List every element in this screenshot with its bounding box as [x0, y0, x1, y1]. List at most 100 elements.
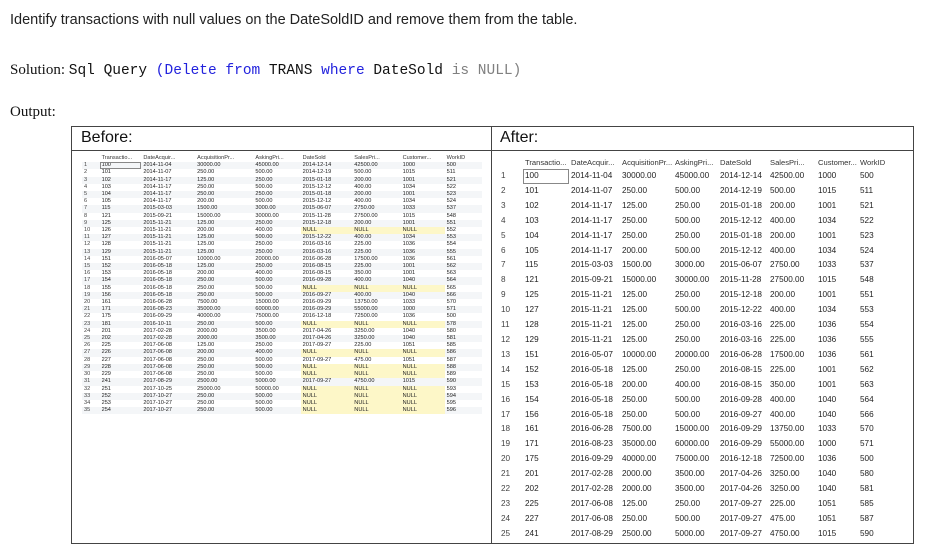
table-row[interactable]: 25 241 2017-08-29 2500.00 5000.00 2017-09-27 4…: [499, 527, 907, 542]
table-cell[interactable]: 10000.00: [622, 349, 657, 359]
table-cell[interactable]: 2014-11-17: [571, 200, 613, 210]
table-cell[interactable]: 2017-10-25: [143, 385, 172, 392]
table-cell[interactable]: 1001: [818, 379, 837, 389]
table-cell[interactable]: 10000.00: [197, 255, 221, 262]
table-cell[interactable]: 104: [525, 230, 539, 240]
table-cell[interactable]: 593: [446, 385, 456, 392]
table-cell[interactable]: 2014-11-07: [143, 169, 172, 176]
table-row[interactable]: 15 153 2016-05-18 200.00 400.00 2016-08-15 350…: [499, 378, 907, 393]
table-cell[interactable]: 125: [525, 290, 539, 300]
table-cell[interactable]: 564: [860, 394, 874, 404]
table-cell[interactable]: 500.00: [675, 305, 701, 315]
table-cell[interactable]: 125.00: [195, 176, 254, 184]
table-cell[interactable]: 2016-03-16: [720, 320, 762, 330]
table-cell[interactable]: 2016-09-29: [302, 299, 332, 306]
table-cell[interactable]: 578: [444, 320, 482, 328]
table-row[interactable]: 22 175 2016-09-29 40000.00 75000.00 2016-12-1…: [82, 313, 482, 320]
table-cell[interactable]: 171: [99, 306, 142, 314]
table-cell[interactable]: 250.00: [195, 407, 254, 415]
table-cell[interactable]: 500.00: [255, 371, 273, 378]
table-cell[interactable]: 500.00: [675, 394, 701, 404]
table-cell[interactable]: 102: [525, 200, 539, 210]
table-cell[interactable]: 2500.00: [622, 528, 652, 538]
table-cell[interactable]: 500.00: [253, 407, 301, 415]
table-cell[interactable]: 2015-03-03: [141, 205, 196, 213]
table-cell[interactable]: 1051: [402, 356, 416, 363]
table-cell[interactable]: 103: [101, 183, 111, 190]
table-row[interactable]: 23 181 2016-10-11 250.00 500.00 NULL NULL NULL 5…: [82, 320, 482, 328]
table-cell[interactable]: 125.00: [195, 263, 254, 271]
column-header[interactable]: [499, 156, 523, 169]
table-cell[interactable]: 225.00: [770, 334, 796, 344]
table-cell[interactable]: 2016-09-28: [300, 277, 353, 285]
table-cell[interactable]: 523: [860, 230, 874, 240]
table-cell[interactable]: 125.00: [195, 248, 254, 256]
column-header[interactable]: DateSold: [302, 155, 326, 161]
table-cell[interactable]: NULL: [400, 392, 445, 400]
table-cell[interactable]: 226: [99, 349, 142, 357]
table-cell[interactable]: 153: [525, 379, 539, 389]
table-cell[interactable]: 1033: [818, 260, 837, 270]
table-cell[interactable]: 500.00: [675, 409, 701, 419]
table-cell[interactable]: 1033: [402, 299, 416, 306]
table-cell[interactable]: 225: [101, 342, 111, 349]
table-cell[interactable]: 2017-02-28: [571, 469, 613, 479]
table-cell[interactable]: 250.00: [253, 219, 301, 228]
table-cell[interactable]: 3500.00: [675, 469, 705, 479]
table-cell[interactable]: 125.00: [622, 498, 648, 508]
table-row[interactable]: 14 151 2016-05-07 10000.00 20000.00 2016-06-2…: [82, 256, 482, 263]
table-cell[interactable]: 2017-09-27: [302, 356, 332, 363]
table-cell[interactable]: 2014-11-17: [141, 191, 196, 199]
table-cell[interactable]: 561: [860, 349, 874, 359]
table-cell[interactable]: 227: [525, 513, 539, 523]
table-cell[interactable]: 2016-09-29: [300, 306, 353, 314]
table-cell[interactable]: 2015-06-07: [720, 260, 762, 270]
table-cell[interactable]: 521: [860, 200, 874, 210]
column-header[interactable]: AcquisitionPr...: [197, 155, 235, 161]
table-cell[interactable]: NULL: [352, 407, 401, 415]
table-row[interactable]: 29 228 2017-06-08 250.00 500.00 NULL NULL NULL 5…: [82, 363, 482, 372]
table-cell[interactable]: 595: [446, 399, 456, 406]
table-cell[interactable]: 500: [860, 171, 874, 180]
table-cell[interactable]: 2017-09-27: [720, 513, 762, 523]
table-cell[interactable]: 2000.00: [197, 327, 218, 334]
table-cell[interactable]: 2014-11-17: [571, 230, 613, 240]
table-cell[interactable]: 151: [101, 255, 111, 262]
table-cell[interactable]: NULL: [352, 371, 401, 379]
table-cell[interactable]: 225.00: [770, 498, 796, 508]
table-row[interactable]: 35 254 2017-10-27 250.00 500.00 NULL NULL NULL 5…: [82, 407, 482, 415]
table-cell[interactable]: 2016-09-28: [720, 394, 762, 404]
table-cell[interactable]: 250.00: [255, 342, 273, 349]
table-row[interactable]: 8 121 2015-09-21 15000.00 30000.00 2015-11-28…: [499, 273, 907, 288]
table-cell[interactable]: 571: [860, 439, 874, 449]
table-cell[interactable]: 121: [525, 275, 539, 285]
table-cell[interactable]: 253: [101, 399, 111, 406]
table-row[interactable]: 28 227 2017-06-08 250.00 500.00 2017-09-27 475…: [82, 357, 482, 364]
table-cell[interactable]: 2014-12-14: [720, 171, 762, 180]
table-cell[interactable]: NULL: [300, 227, 353, 235]
table-cell[interactable]: 2016-03-16: [720, 334, 762, 344]
table-cell[interactable]: 562: [860, 364, 874, 374]
table-cell[interactable]: 2015-11-28: [302, 212, 331, 219]
table-cell[interactable]: 2017-04-26: [720, 484, 762, 494]
table-cell[interactable]: NULL: [352, 392, 401, 400]
table-cell[interactable]: 13750.00: [354, 299, 378, 306]
table-cell[interactable]: 1000: [400, 162, 445, 170]
table-cell[interactable]: 2015-12-22: [300, 234, 353, 242]
table-cell[interactable]: 125.00: [622, 334, 648, 344]
table-cell[interactable]: 241: [99, 378, 142, 386]
table-cell[interactable]: 2015-12-18: [300, 219, 353, 228]
table-row[interactable]: 7 115 2015-03-03 1500.00 3000.00 2015-06-07 27…: [82, 205, 482, 213]
table-cell[interactable]: 511: [860, 185, 874, 195]
column-header[interactable]: AskingPri...: [675, 158, 714, 167]
table-cell[interactable]: 552: [446, 227, 456, 234]
table-cell[interactable]: 589: [446, 371, 456, 378]
table-cell[interactable]: 500.00: [255, 198, 273, 205]
table-cell[interactable]: 2016-09-29: [571, 454, 613, 464]
table-cell[interactable]: 551: [444, 219, 482, 228]
table-cell[interactable]: 2016-05-07: [571, 349, 613, 359]
column-header[interactable]: Customer...: [402, 155, 432, 161]
table-cell[interactable]: 522: [860, 215, 874, 225]
table-cell[interactable]: 125.00: [622, 364, 648, 374]
table-cell[interactable]: 537: [860, 260, 874, 270]
